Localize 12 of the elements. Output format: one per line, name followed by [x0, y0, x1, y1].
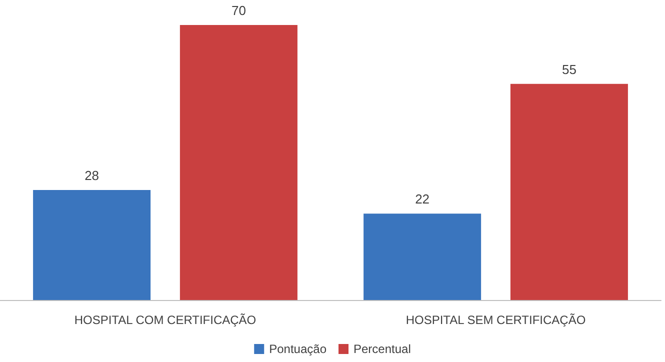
- legend-label: Pontuação: [269, 342, 327, 356]
- bar: [33, 190, 151, 300]
- data-label: 22: [415, 192, 430, 207]
- data-label: 55: [562, 62, 576, 77]
- legend-label: Percentual: [354, 342, 411, 356]
- bar: [510, 84, 628, 300]
- data-label: 70: [231, 3, 246, 18]
- bar: [364, 214, 482, 300]
- x-tick-label: HOSPITAL COM CERTIFICAÇÃO: [74, 313, 256, 327]
- bar: [180, 25, 298, 300]
- data-label: 28: [84, 168, 100, 183]
- x-tick-label: HOSPITAL SEM CERTIFICAÇÃO: [406, 313, 586, 327]
